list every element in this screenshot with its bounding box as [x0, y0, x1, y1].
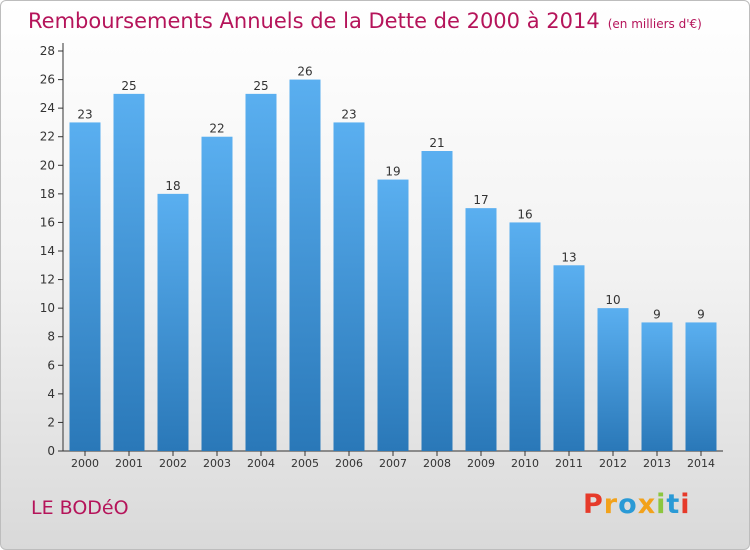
data-label-2005: 26: [297, 65, 312, 79]
x-tick-label-2003: 2003: [203, 457, 231, 470]
data-label-2006: 23: [341, 107, 356, 121]
data-label-2013: 9: [653, 307, 661, 321]
bar-2003: [201, 136, 233, 451]
data-label-2002: 18: [165, 179, 180, 193]
y-tick-label: 24: [40, 101, 55, 115]
y-tick-label: 26: [40, 73, 55, 87]
chart-title: Remboursements Annuels de la Dette de 20…: [28, 9, 702, 33]
x-tick-label-2005: 2005: [291, 457, 319, 470]
y-tick-label: 22: [40, 130, 55, 144]
y-tick-label: 6: [47, 358, 55, 372]
data-label-2003: 22: [209, 122, 224, 136]
y-tick-label: 0: [47, 444, 55, 458]
unit-label: (en milliers d'€): [607, 17, 702, 31]
bar-2004: [245, 93, 277, 451]
bar-2014: [685, 322, 717, 451]
data-label-2007: 19: [385, 165, 400, 179]
bar-2006: [333, 122, 365, 451]
x-tick-label-2014: 2014: [687, 457, 715, 470]
bar-2008: [421, 151, 453, 451]
x-tick-label-2009: 2009: [467, 457, 495, 470]
bar-2013: [641, 322, 673, 451]
x-tick-label-2004: 2004: [247, 457, 275, 470]
data-label-2008: 21: [429, 136, 444, 150]
x-tick-label-2010: 2010: [511, 457, 539, 470]
logo-letter: r: [603, 489, 619, 520]
bar-2012: [597, 308, 629, 451]
logo-letter: i: [656, 489, 667, 520]
y-tick-label: 8: [47, 330, 55, 344]
y-tick-label: 4: [47, 387, 55, 401]
x-tick-label-2000: 2000: [71, 457, 99, 470]
y-tick-label: 10: [40, 301, 55, 315]
logo-letter: x: [637, 489, 657, 520]
logo-letter: i: [680, 489, 691, 520]
data-label-2009: 17: [473, 193, 488, 207]
data-label-2014: 9: [697, 307, 705, 321]
data-label-2000: 23: [77, 107, 92, 121]
x-axis: 2000 2001 2002 2003 2004 2005 2006 2007 2008 2009…: [63, 450, 723, 470]
bar-2010: [509, 222, 541, 451]
y-tick-label: 16: [40, 215, 55, 229]
x-tick-label-2002: 2002: [159, 457, 187, 470]
bar-2009: [465, 208, 497, 451]
data-label-2001: 25: [121, 79, 136, 93]
x-tick-label-2007: 2007: [379, 457, 407, 470]
x-tick-label-2008: 2008: [423, 457, 451, 470]
y-tick-label: 2: [47, 415, 55, 429]
bar-2000: [69, 122, 101, 451]
bar-2011: [553, 265, 585, 451]
commune-name: LE BODéO: [31, 497, 129, 519]
y-tick-label: 28: [40, 44, 55, 58]
bar-2001: [113, 93, 145, 451]
x-tick-label-2012: 2012: [599, 457, 627, 470]
proxiti-logo: Proxiti: [583, 489, 691, 520]
data-label-2010: 16: [517, 207, 532, 221]
x-tick-label-2013: 2013: [643, 457, 671, 470]
bar-2005: [289, 79, 321, 452]
data-labels-group: 23 25 18 22 25 26 23 19 21 17 16 13 10 9 9: [77, 65, 704, 322]
chart-title-text: Remboursements Annuels de la Dette de 20…: [28, 9, 600, 33]
logo-letter: P: [583, 489, 604, 520]
y-tick-label: 14: [40, 244, 55, 258]
x-tick-label-2001: 2001: [115, 457, 143, 470]
logo-letter: t: [666, 489, 681, 520]
bar-2002: [157, 193, 189, 451]
y-tick-label: 20: [40, 158, 55, 172]
logo-letter: o: [618, 489, 638, 520]
y-tick-label: 18: [40, 187, 55, 201]
data-label-2004: 25: [253, 79, 268, 93]
data-label-2011: 13: [561, 250, 576, 264]
bars-group: [69, 79, 717, 452]
data-label-2012: 10: [605, 293, 620, 307]
bar-2007: [377, 179, 409, 452]
x-tick-label-2011: 2011: [555, 457, 583, 470]
x-tick-label-2006: 2006: [335, 457, 363, 470]
y-tick-label: 12: [40, 273, 55, 287]
